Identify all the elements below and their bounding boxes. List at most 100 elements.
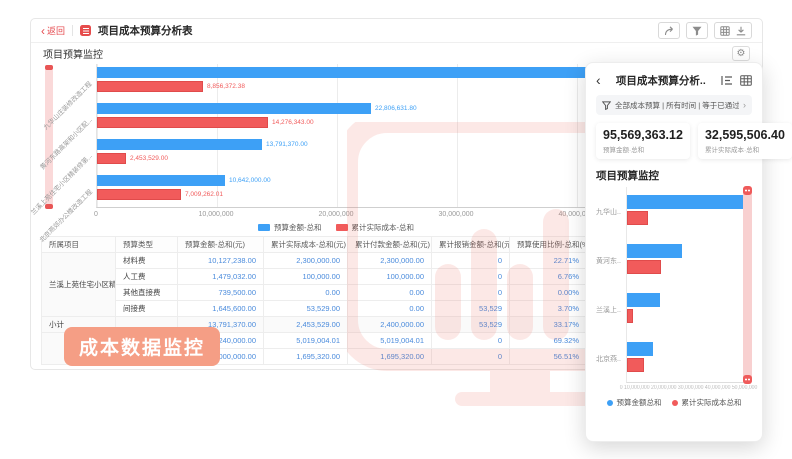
panel-header-icons xyxy=(721,74,752,86)
table-row: 其他直接费 739,500.00 0.00 0.00 0 0.00% xyxy=(42,284,587,301)
actual-cost-bar xyxy=(97,153,126,164)
bar-value-label: 2,453,529.00 xyxy=(130,155,168,162)
actual-cost-total-stat: 32,595,506.40 累计实际成本·总和 xyxy=(697,123,792,159)
gridline xyxy=(457,64,458,207)
actual-cost-bar xyxy=(627,211,648,225)
x-tick-label: 30,000,000 xyxy=(438,211,474,218)
cost-table-body: 兰溪上苑住宅小区精装修第...材料费10,127,238.002,300,000… xyxy=(41,252,587,365)
actual-cost-bar xyxy=(627,309,633,323)
slider-top-handle[interactable] xyxy=(45,65,53,70)
legend-item: 预算金额-总和 xyxy=(258,222,322,233)
category-label: 黄河东路高架和小区配... xyxy=(38,116,94,172)
gridline xyxy=(97,64,98,207)
data-table-view-icon[interactable] xyxy=(740,74,752,86)
actual-cost-bar xyxy=(627,260,661,274)
x-tick-label: 20,000,000 xyxy=(318,211,354,218)
panel-chart-scrollbar[interactable] xyxy=(743,186,752,384)
table-cell: 69.32% xyxy=(509,332,587,349)
filter-button[interactable] xyxy=(686,22,708,39)
panel-chart-legend: 预算金额总和 累计实际成本总和 xyxy=(596,397,752,408)
table-cell: 10,127,238.00 xyxy=(177,252,264,269)
share-button[interactable] xyxy=(658,22,680,39)
table-cell: 53,529 xyxy=(431,300,510,317)
table-cell: 0 xyxy=(431,284,510,301)
table-cell: 53,529 xyxy=(431,316,510,333)
panel-filter-text: 全部成本预算 | 所有时间 | 等于已通过 xyxy=(615,100,739,110)
table-cell: 兰溪上苑住宅小区精装修第... xyxy=(41,252,116,317)
table-cell: 3.70% xyxy=(509,300,587,317)
budget-total-stat: 95,569,363.12 预算金额·总和 xyxy=(596,123,690,159)
budget-bar xyxy=(627,293,660,307)
panel-stats: 95,569,363.12 预算金额·总和 32,595,506.40 累计实际… xyxy=(596,123,792,159)
category-label: 黄河东.. xyxy=(596,257,621,265)
panel-back-icon[interactable]: ‹ xyxy=(596,72,601,88)
table-cell: 2,400,000.00 xyxy=(347,316,432,333)
back-button[interactable]: ‹ 返回 xyxy=(41,24,65,37)
legend-item: 预算金额总和 xyxy=(606,397,662,408)
cost-table: 所属项目 预算类型 预算金额-总和(元) 累计实际成本-总和(元) 累计付款金额-总和(… xyxy=(41,236,587,365)
table-cell: 5,019,004.01 xyxy=(347,332,432,349)
chart-list-view-icon[interactable] xyxy=(721,75,733,86)
budget-bar xyxy=(97,139,262,150)
actual-cost-bar xyxy=(627,358,644,372)
gridline xyxy=(337,64,338,207)
table-cell: 0.00 xyxy=(263,284,348,301)
panel-chart-plot xyxy=(626,187,748,383)
gridline xyxy=(577,64,578,207)
header-divider xyxy=(72,25,74,36)
chevron-right-icon: › xyxy=(743,100,746,110)
filter-funnel-icon xyxy=(692,26,702,36)
main-chart-categories: 九华山庄装修改造工程 黄河东路高架和小区配... 兰溪上苑住宅小区精装修第... 北京… xyxy=(30,64,94,245)
stat-label: 累计实际成本·总和 xyxy=(704,147,760,154)
category-label: 北京燕郊办公楼改造工程 xyxy=(38,188,94,245)
section-title: 项目预算监控 xyxy=(43,50,103,61)
settings-gear-button[interactable]: ⚙ xyxy=(732,46,750,61)
panel-chart-categories: 九华山.. 黄河东.. 兰溪上.. 北京燕.. xyxy=(596,187,624,383)
slider-bottom-handle[interactable] xyxy=(45,204,53,209)
bar-value-label: 7,009,262.01 xyxy=(185,191,223,198)
main-chart-xaxis: 0 10,000,000 20,000,000 30,000,000 40,000,00… xyxy=(94,211,676,221)
window-header: ‹ 返回 项目成本预算分析表 xyxy=(31,19,762,43)
column-header: 预算类型 xyxy=(115,236,178,253)
panel-chart: 九华山.. 黄河东.. 兰溪上.. 北京燕.. xyxy=(596,186,752,384)
scrollbar-bottom-handle[interactable] xyxy=(743,375,752,384)
table-row: 人工费 1,479,032.00 100,000.00 100,000.00 0 6.76… xyxy=(42,268,587,285)
table-cell: 0 xyxy=(431,332,510,349)
table-cell: 100,000.00 xyxy=(263,268,348,285)
table-row: 兰溪上苑住宅小区精装修第...材料费10,127,238.002,300,000… xyxy=(41,252,587,317)
main-chart: 九华山庄装修改造工程 黄河东路高架和小区配... 兰溪上苑住宅小区精装修第... 北京… xyxy=(30,64,762,245)
stat-value: 95,569,363.12 xyxy=(603,128,683,142)
panel-filter-bar[interactable]: 全部成本预算 | 所有时间 | 等于已通过 › xyxy=(596,95,752,115)
export-icon xyxy=(736,26,746,35)
bar-value-label: 10,642,000.00 xyxy=(229,177,271,184)
page-title: 项目成本预算分析表 xyxy=(98,25,193,37)
table-cell: 1,645,600.00 xyxy=(177,300,264,317)
panel-title: 项目成本预算分析.. xyxy=(615,74,706,87)
grid-view-icon xyxy=(720,25,730,36)
column-header: 累计实际成本-总和(元) xyxy=(263,236,348,253)
category-label: 九华山.. xyxy=(596,208,621,216)
scrollbar-top-handle[interactable] xyxy=(743,186,752,195)
panel-chart-xaxis: 0 10,000,000 20,000,000 30,000,000 40,00… xyxy=(619,385,758,391)
view-export-buttons[interactable] xyxy=(714,22,752,39)
panel-section-title: 项目预算监控 xyxy=(596,170,659,182)
bar-value-label: 22,806,631.80 xyxy=(375,105,417,112)
table-cell: 0 xyxy=(431,268,510,285)
category-label: 兰溪上.. xyxy=(596,306,621,314)
column-header: 累计报销金额-总和(元) xyxy=(431,236,510,253)
column-header: 预算金额-总和(元) xyxy=(177,236,264,253)
gridline xyxy=(217,64,218,207)
stat-label: 预算金额·总和 xyxy=(603,147,645,154)
mobile-preview-panel: ‹ 项目成本预算分析.. 全部成本预算 | 所有时间 | 等于已通过 › 95,… xyxy=(585,62,792,442)
report-doc-icon xyxy=(80,25,92,36)
actual-cost-bar xyxy=(97,117,268,128)
column-header: 预算使用比例-总和(%) xyxy=(509,236,587,253)
back-icon: ‹ xyxy=(41,23,45,38)
table-cell: 739,500.00 xyxy=(177,284,264,301)
chart-range-slider[interactable] xyxy=(45,65,53,209)
table-cell: 6.76% xyxy=(509,268,587,285)
bar-value-label: 13,791,370.00 xyxy=(266,141,308,148)
table-header-row: 所属项目 预算类型 预算金额-总和(元) 累计实际成本-总和(元) 累计付款金额-总和(… xyxy=(41,236,587,253)
budget-bar xyxy=(627,342,653,356)
